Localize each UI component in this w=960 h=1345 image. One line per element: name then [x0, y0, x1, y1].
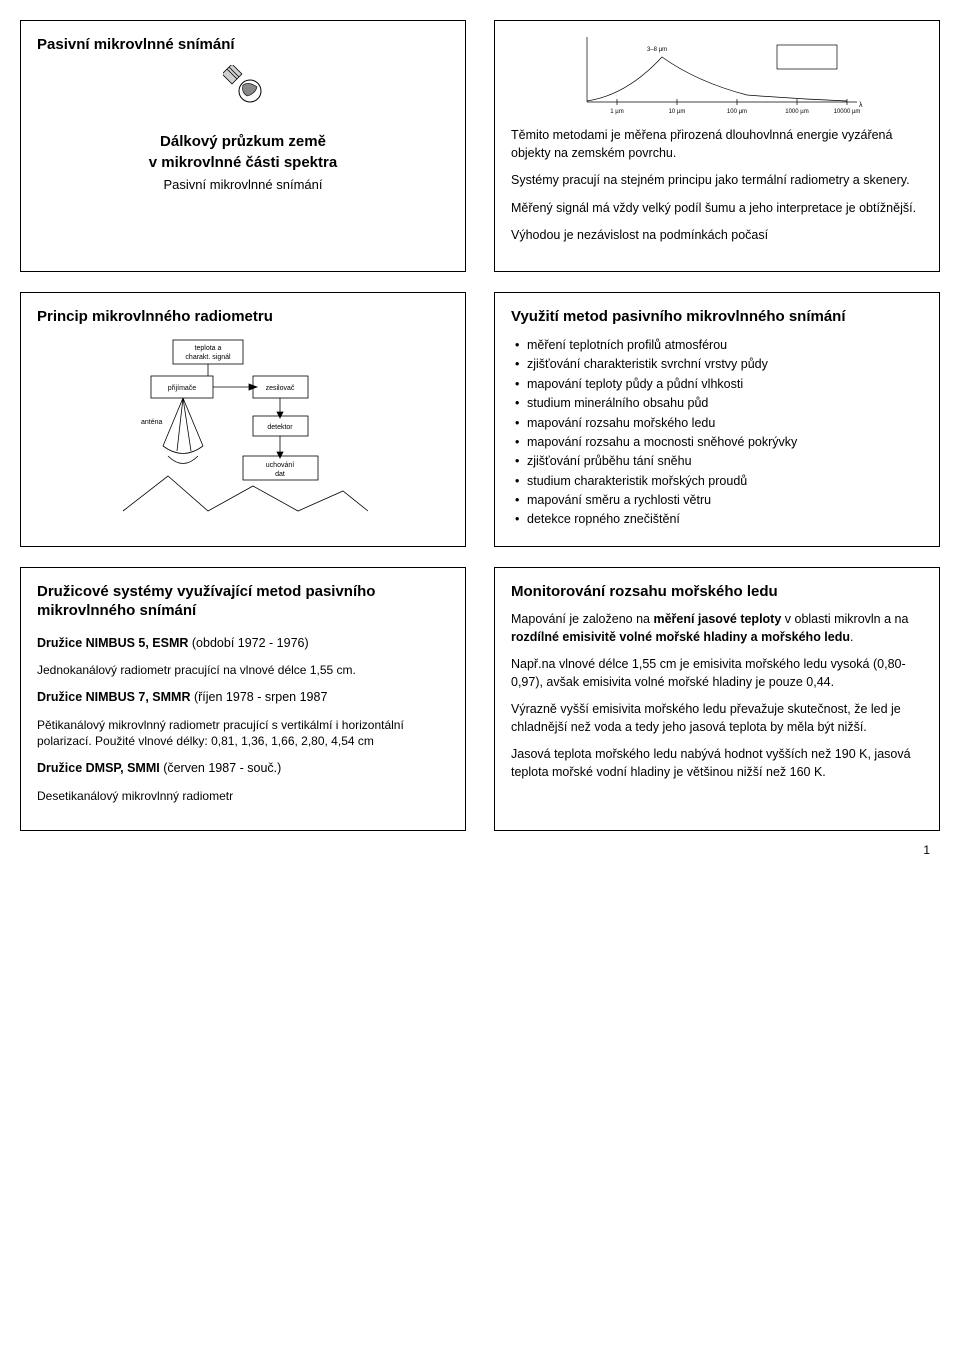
panel1-subheading: Pasivní mikrovlnné snímání — [37, 177, 449, 192]
panel-applications: Využití metod pasivního mikrovlnného sní… — [494, 292, 940, 547]
panel5-p5: Družice DMSP, SMMI (červen 1987 - souč.) — [37, 760, 449, 778]
panel5-p1: Družice NIMBUS 5, ESMR (období 1972 - 19… — [37, 635, 449, 653]
dmsp-period: (červen 1987 - souč.) — [160, 761, 282, 775]
panel5-p2: Jednokanálový radiometr pracující na vln… — [37, 662, 449, 679]
panel4-title: Využití metod pasivního mikrovlnného sní… — [511, 307, 923, 327]
globe-icon — [223, 65, 263, 105]
panel-grid: Pasivní mikrovlnné snímání Dálkový průzk… — [20, 20, 940, 831]
p6-1c: v oblasti mikrovln a na — [781, 612, 908, 626]
panel6-p4: Jasová teplota mořského ledu nabývá hodn… — [511, 746, 923, 781]
panel2-p4: Výhodou je nezávislost na podmínkách poč… — [511, 227, 923, 245]
p6-1b: měření jasové teploty — [653, 612, 781, 626]
panel5-title: Družicové systémy využívající metod pasi… — [37, 582, 449, 621]
p6-1e: . — [850, 630, 853, 644]
list-item: mapování směru a rychlosti větru — [515, 491, 923, 510]
panel5-p3: Družice NIMBUS 7, SMMR (říjen 1978 - srp… — [37, 689, 449, 707]
nimbus7-label: Družice NIMBUS 7, SMMR — [37, 690, 191, 704]
panel1-heading2: v mikrovlnné části spektra — [37, 154, 449, 171]
panel6-p1: Mapování je založeno na měření jasové te… — [511, 611, 923, 646]
panel-satellites: Družicové systémy využívající metod pasi… — [20, 567, 466, 832]
panel3-title: Princip mikrovlnného radiometru — [37, 307, 449, 327]
panel5-p4: Pětikanálový mikrovlnný radiometr pracuj… — [37, 717, 449, 751]
svg-text:1 µm: 1 µm — [610, 109, 623, 115]
svg-text:teplota a: teplota a — [195, 345, 222, 352]
svg-text:charakt. signál: charakt. signál — [185, 354, 231, 361]
svg-text:3–8 µm: 3–8 µm — [647, 47, 667, 53]
svg-text:λ: λ — [859, 102, 863, 109]
list-item: zjišťování průběhu tání sněhu — [515, 452, 923, 471]
svg-text:10 µm: 10 µm — [669, 109, 686, 115]
list-item: měření teplotních profilů atmosférou — [515, 336, 923, 355]
panel-title-left: Pasivní mikrovlnné snímání Dálkový průzk… — [20, 20, 466, 272]
list-item: mapování teploty půdy a půdní vlhkosti — [515, 375, 923, 394]
panel-sea-ice: Monitorování rozsahu mořského ledu Mapov… — [494, 567, 940, 832]
nimbus5-label: Družice NIMBUS 5, ESMR — [37, 636, 188, 650]
panel6-p2: Např.na vlnové délce 1,55 cm je emisivit… — [511, 656, 923, 691]
panel1-title: Pasivní mikrovlnné snímání — [37, 35, 449, 55]
svg-text:100 µm: 100 µm — [727, 109, 747, 115]
list-item: detekce ropného znečištění — [515, 510, 923, 529]
list-item: studium minerálního obsahu půd — [515, 394, 923, 413]
page-number: 1 — [923, 843, 930, 857]
panel5-p6: Desetikanálový mikrovlnný radiometr — [37, 788, 449, 805]
panel-intro-right: 1 µm 10 µm 100 µm 1000 µm 10000 µm λ 3–8… — [494, 20, 940, 272]
p6-1a: Mapování je založeno na — [511, 612, 653, 626]
svg-text:10000 µm: 10000 µm — [834, 109, 861, 115]
panel2-p3: Měřený signál má vždy velký podíl šumu a… — [511, 200, 923, 218]
panel6-title: Monitorování rozsahu mořského ledu — [511, 582, 923, 602]
panel-principle: Princip mikrovlnného radiometru teplota … — [20, 292, 466, 547]
svg-text:1000 µm: 1000 µm — [785, 109, 808, 115]
list-item: zjišťování charakteristik svrchní vrstvy… — [515, 355, 923, 374]
svg-text:detektor: detektor — [267, 424, 293, 431]
dmsp-label: Družice DMSP, SMMI — [37, 761, 160, 775]
spectrum-diagram: 1 µm 10 µm 100 µm 1000 µm 10000 µm λ 3–8… — [567, 27, 867, 117]
panel2-p1: Těmito metodami je měřena přirozená dlou… — [511, 127, 923, 162]
radiometer-diagram: teplota a charakt. signál přijímače zesi… — [113, 336, 373, 526]
panel2-p2: Systémy pracují na stejném principu jako… — [511, 172, 923, 190]
svg-text:zesilovač: zesilovač — [266, 385, 295, 392]
svg-text:dat: dat — [275, 471, 285, 478]
page-root: Pasivní mikrovlnné snímání Dálkový průzk… — [20, 20, 940, 831]
svg-text:uchování: uchování — [266, 462, 294, 469]
list-item: mapování rozsahu a mocnosti sněhové pokr… — [515, 433, 923, 452]
panel6-p3: Výrazně vyšší emisivita mořského ledu př… — [511, 701, 923, 736]
p6-1d: rozdílné emisivitě volné mořské hladiny … — [511, 630, 850, 644]
nimbus5-period: (období 1972 - 1976) — [188, 636, 308, 650]
svg-text:anténa: anténa — [141, 419, 163, 426]
applications-list: měření teplotních profilů atmosférou zji… — [515, 336, 923, 530]
svg-text:přijímače: přijímače — [168, 385, 197, 392]
panel1-heading1: Dálkový průzkum země — [37, 133, 449, 150]
nimbus7-period: (říjen 1978 - srpen 1987 — [191, 690, 328, 704]
list-item: studium charakteristik mořských proudů — [515, 472, 923, 491]
list-item: mapování rozsahu mořského ledu — [515, 414, 923, 433]
